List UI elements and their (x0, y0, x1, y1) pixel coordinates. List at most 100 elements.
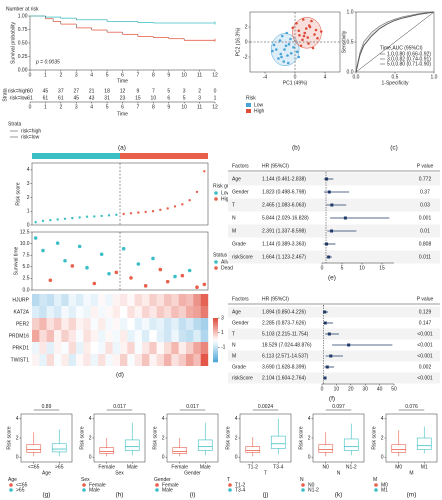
roc-curve (355, 11, 435, 73)
heat-cell (127, 306, 135, 318)
risk-point (71, 216, 74, 220)
hr-label: 3.690 (1.628-8.399) (262, 364, 306, 370)
y-tick-label: 10.0 (20, 241, 30, 247)
y-tick-label: 2 (381, 435, 384, 441)
table-count: 7 (152, 88, 155, 94)
legend-label: risk=low (21, 134, 40, 140)
hr-label: 1.664 (1.123-2.467) (262, 254, 306, 260)
box (26, 444, 42, 453)
p-value: <0.001 (417, 353, 433, 359)
x-tick-label: 2 (59, 72, 62, 78)
heat-cell (134, 318, 143, 330)
heat-cell (98, 342, 106, 354)
y-tick-label: 3 (27, 181, 30, 187)
plot-frame (93, 413, 146, 463)
legend-title: Sex (81, 477, 90, 483)
heat-cell (54, 306, 62, 318)
heat-cell (105, 342, 113, 354)
risk-point (181, 203, 184, 206)
table-row-name: risk=high (8, 88, 28, 94)
y-tick-label: 0 (235, 455, 238, 461)
heat-cell (178, 294, 187, 306)
x-tick-label: 1 (44, 72, 47, 78)
heat-cell (149, 294, 157, 306)
legend-title: Gender (154, 477, 171, 483)
heat-cell (142, 306, 150, 318)
heat-cell (142, 354, 150, 366)
table-count: 5 (167, 88, 170, 94)
axis-title: Risk score (298, 426, 304, 450)
table-count: 3 (183, 88, 186, 94)
point (286, 61, 290, 65)
x-tick-label: 1.0 (431, 74, 438, 80)
y-tick-label: 4 (89, 416, 92, 422)
table-count: 43 (89, 95, 95, 101)
x-tick-label: Female (98, 464, 115, 470)
panel-label: (f) (329, 396, 335, 403)
x-tick-label: >65 (55, 464, 64, 470)
heat-cell (186, 354, 194, 366)
hr-point (347, 343, 351, 347)
p-value: 0.37 (420, 189, 430, 195)
heat-cell (105, 318, 113, 330)
heat-cell (171, 354, 179, 366)
legend-swatch (82, 483, 86, 487)
table-count: 18 (104, 88, 110, 94)
factor: Grade (232, 241, 246, 247)
heat-cell (120, 330, 128, 342)
box (197, 439, 213, 451)
heat-cell (134, 294, 143, 306)
gene-label: PRKD1 (12, 345, 29, 351)
heat-cell (164, 306, 172, 318)
legend-label: M0 (381, 482, 388, 488)
heat-cell (98, 330, 106, 342)
heat-cell (76, 342, 84, 354)
x-tick-label: Male (200, 464, 211, 470)
point (297, 55, 301, 59)
y-tick-label: 2.5 (23, 276, 30, 282)
table-count: 27 (73, 88, 79, 94)
x-tick-label: 0 (29, 104, 32, 110)
hr-label: 1.894 (0.850-4.226) (262, 309, 306, 315)
x-tick-label: 5 (106, 72, 109, 78)
x-tick-label: N0 (323, 464, 330, 470)
p-value: 0.01 (420, 228, 430, 234)
x-tick-label: 12 (212, 72, 218, 78)
heat-cell (127, 342, 135, 354)
legend-swatch (301, 483, 305, 487)
hr-label: 1.823 (0.498-6.798) (262, 189, 306, 195)
point (301, 38, 304, 42)
x-tick-label: 1 (44, 104, 47, 110)
heat-cell (68, 354, 77, 366)
x-tick-label: 9 (167, 72, 170, 78)
heat-cell (127, 354, 135, 366)
x-tick-label: 40 (377, 386, 383, 392)
survival-point (63, 258, 67, 263)
p-value: 0.147 (419, 320, 432, 326)
table-header: HR (95%CI) (262, 163, 289, 169)
table-count: 3 (198, 95, 201, 101)
colorbar-step (213, 333, 218, 336)
axis-title: 1-Specificity (382, 80, 409, 86)
legend-label: High (221, 196, 232, 202)
colorbar-step (213, 346, 218, 350)
heat-cell (156, 342, 165, 354)
risk-point (137, 211, 140, 214)
survival-point (195, 285, 199, 290)
x-tick-label: 4 (90, 104, 93, 110)
legend-swatch (155, 483, 159, 487)
axis-title: Risk score (225, 426, 231, 450)
survival-point (85, 265, 89, 270)
group-bar (32, 153, 120, 159)
factor: M (232, 353, 236, 359)
point (311, 46, 315, 50)
table-row-name: risk=low (10, 95, 29, 101)
hr-point (330, 229, 334, 233)
colorbar-label: 1 (221, 330, 224, 336)
table-header: HR (95%CI) (262, 296, 289, 302)
legend-swatch (214, 191, 218, 195)
heat-cell (134, 306, 143, 318)
heat-cell (61, 354, 69, 366)
axis-title: Risk score (79, 426, 85, 450)
heat-cell (83, 330, 91, 342)
